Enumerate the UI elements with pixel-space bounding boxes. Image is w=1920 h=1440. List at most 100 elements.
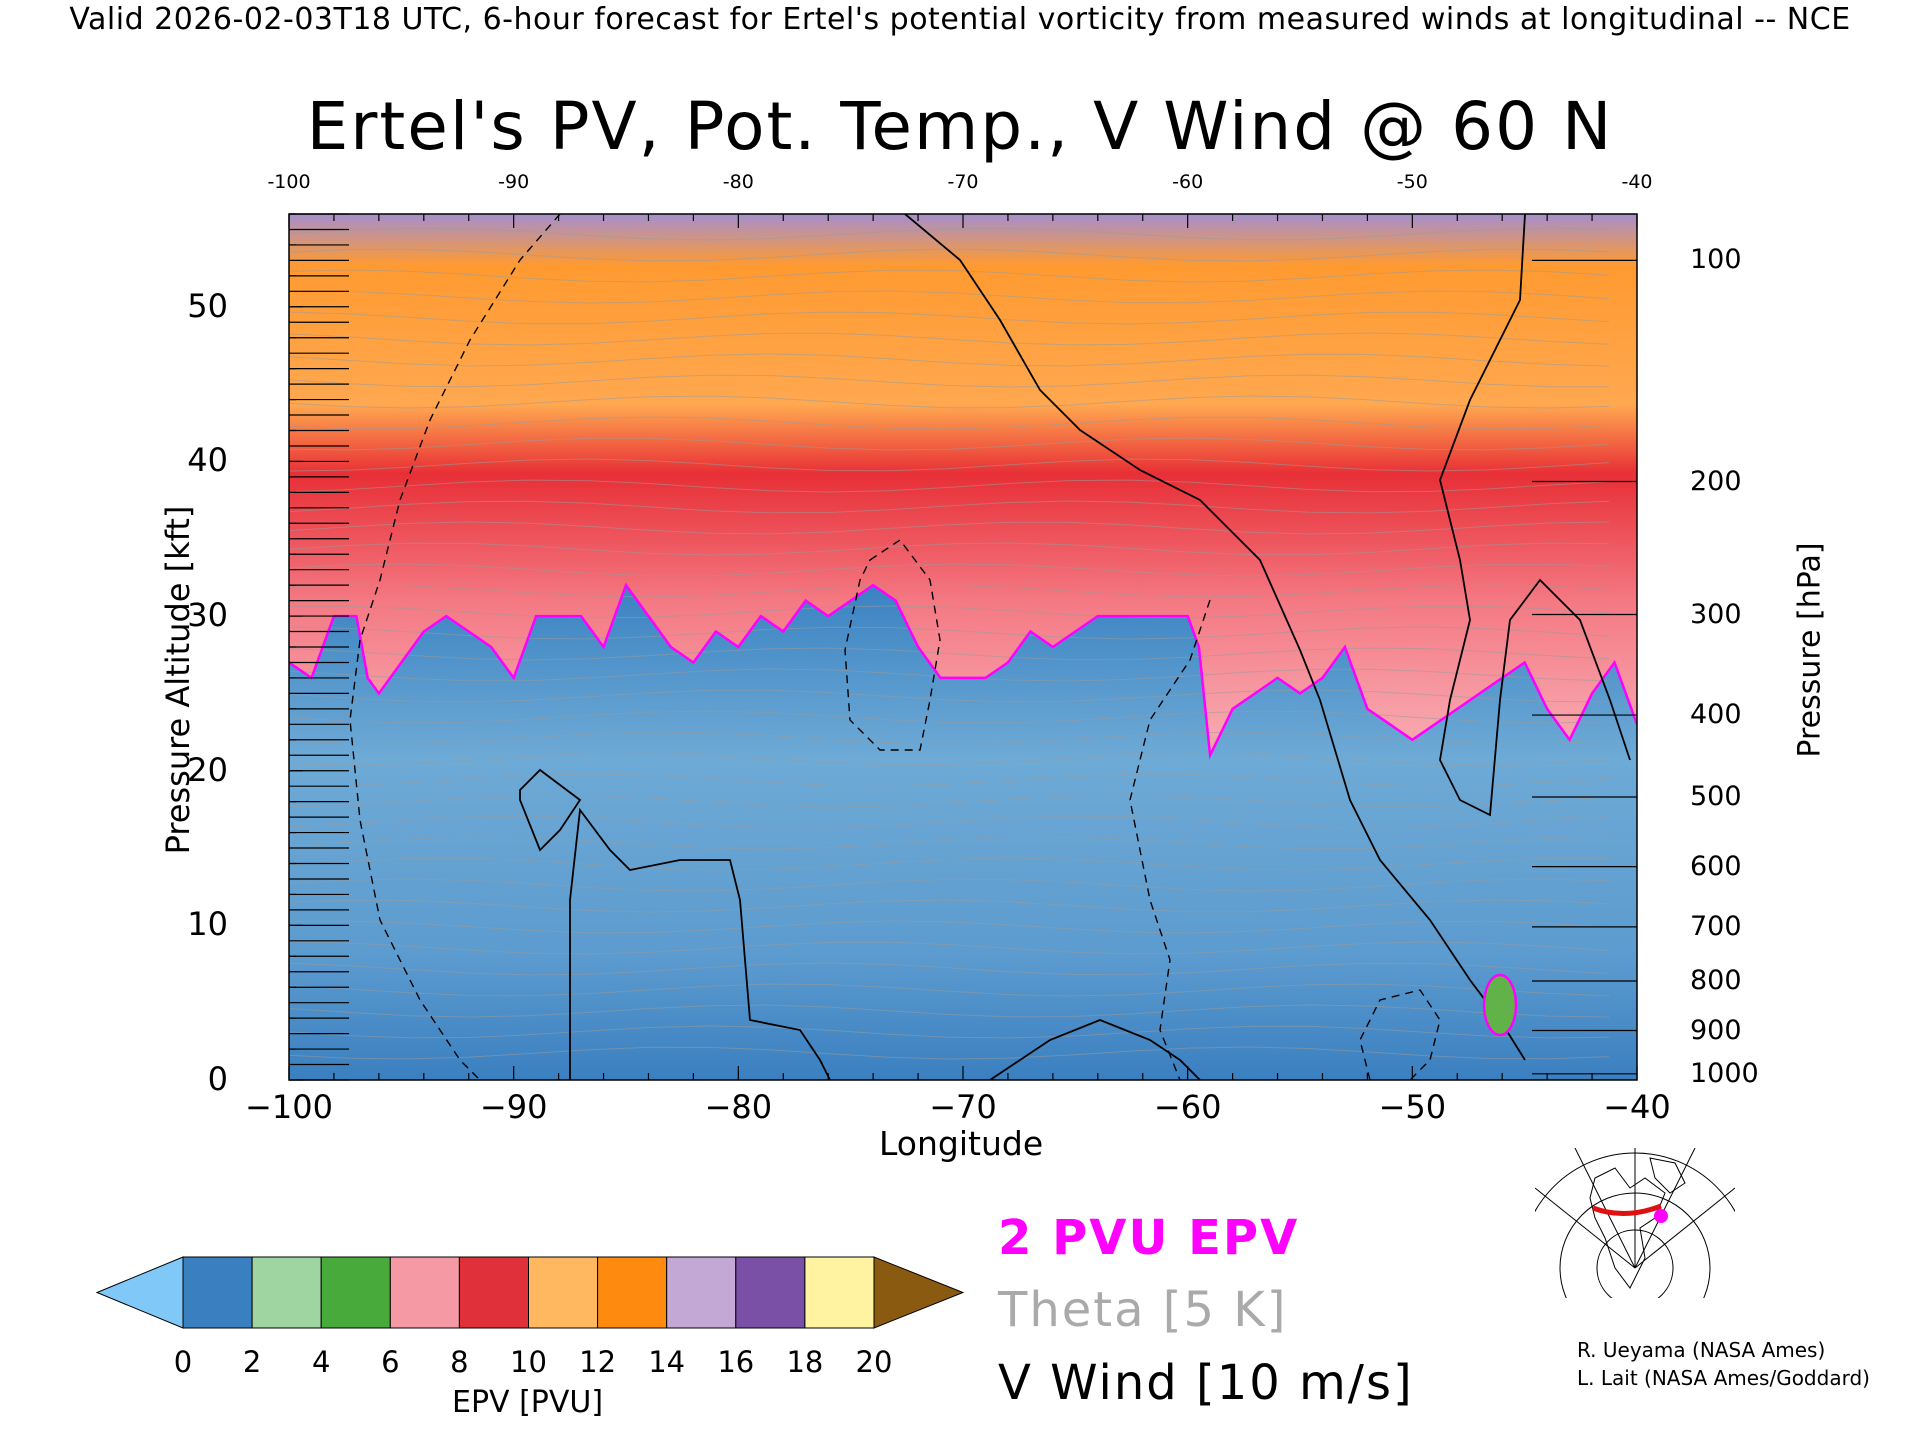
theta-line bbox=[289, 752, 1610, 766]
top-tick-label: -40 bbox=[1621, 171, 1653, 193]
theta-line bbox=[289, 815, 1610, 829]
pressure-tick-label: 800 bbox=[1690, 965, 1742, 997]
y-tick-label: 0 bbox=[207, 1060, 228, 1098]
theta-line bbox=[289, 563, 1610, 577]
y-tick-label: 50 bbox=[187, 286, 228, 325]
header-text: Valid 2026-02-03T18 UTC, 6-hour forecast… bbox=[69, 2, 1851, 37]
y-tick-label: 40 bbox=[187, 441, 228, 480]
vwind-contour-a bbox=[904, 214, 1526, 1061]
x-tick-label: −40 bbox=[1603, 1088, 1671, 1126]
vwind-contour-dashed-a bbox=[349, 214, 561, 1080]
theta-line bbox=[289, 647, 1610, 661]
colorbar-segment bbox=[804, 1256, 875, 1329]
theta-line bbox=[289, 1004, 1610, 1018]
theta-contours bbox=[289, 227, 1610, 1060]
y-tick-label: 10 bbox=[187, 905, 228, 944]
theta-line bbox=[289, 857, 1610, 871]
colorbar-segment bbox=[182, 1256, 253, 1329]
colorbar-segment bbox=[597, 1256, 668, 1329]
pressure-tick-label: 700 bbox=[1690, 910, 1742, 942]
theta-line bbox=[289, 899, 1610, 913]
vwind-contour-dashed-c bbox=[1129, 599, 1211, 1080]
colorbar-tick-label: 8 bbox=[450, 1345, 469, 1379]
pressure-tick-label: 300 bbox=[1690, 598, 1742, 630]
legend-vwind: V Wind [10 m/s] bbox=[998, 1355, 1414, 1411]
y-tick-label: 30 bbox=[187, 596, 228, 635]
theta-line bbox=[289, 395, 1610, 409]
credit-2: L. Lait (NASA Ames/Goddard) bbox=[1577, 1366, 1870, 1390]
pressure-tick-label: 100 bbox=[1690, 244, 1742, 276]
pressure-tick-label: 900 bbox=[1690, 1014, 1742, 1046]
vwind-contour-c bbox=[569, 807, 831, 1080]
theta-line bbox=[289, 227, 1610, 241]
x-tick-label: −70 bbox=[929, 1088, 997, 1126]
theta-line bbox=[289, 773, 1610, 787]
theta-line bbox=[289, 437, 1610, 451]
x-axis-label: Longitude bbox=[879, 1124, 1044, 1163]
theta-line bbox=[289, 836, 1610, 850]
theta-line bbox=[289, 290, 1610, 304]
colorbar-tick-label: 20 bbox=[855, 1345, 893, 1379]
theta-line bbox=[289, 479, 1610, 493]
top-tick-label: -90 bbox=[498, 171, 530, 193]
theta-line bbox=[289, 521, 1610, 535]
theta-line bbox=[289, 500, 1610, 514]
epv-2pvu-contour bbox=[289, 582, 1637, 760]
theta-line bbox=[289, 941, 1610, 955]
polar-locator-map bbox=[1535, 1148, 1735, 1298]
theta-line bbox=[289, 269, 1610, 283]
colorbar-tick-label: 0 bbox=[173, 1345, 193, 1379]
theta-line bbox=[289, 1025, 1610, 1039]
x-tick-label: −60 bbox=[1153, 1088, 1222, 1126]
top-tick-label: -100 bbox=[267, 171, 311, 193]
colorbar-tick-label: 2 bbox=[242, 1345, 262, 1379]
theta-line bbox=[289, 920, 1610, 934]
pressure-tick-label: 500 bbox=[1690, 781, 1742, 812]
x-tick-label: −50 bbox=[1378, 1088, 1447, 1126]
x-tick-label: −100 bbox=[245, 1088, 333, 1126]
colorbar-segment bbox=[251, 1256, 322, 1329]
theta-line bbox=[289, 374, 1609, 388]
colorbar-over-arrow bbox=[873, 1256, 965, 1329]
colorbar-segment bbox=[666, 1256, 737, 1329]
top-tick-label: -70 bbox=[947, 171, 979, 193]
credit-1: R. Ueyama (NASA Ames) bbox=[1577, 1338, 1826, 1362]
axis-ticks bbox=[288, 213, 1638, 1081]
theta-line bbox=[289, 1046, 1610, 1060]
legend-epv: 2 PVU EPV bbox=[998, 1210, 1300, 1266]
map-track bbox=[1592, 1203, 1662, 1217]
theta-line bbox=[289, 416, 1610, 430]
vwind-contour-e bbox=[989, 1019, 1201, 1080]
colorbar-segment bbox=[735, 1256, 806, 1329]
colorbar-segment bbox=[320, 1256, 391, 1329]
x-tick-label: −90 bbox=[479, 1088, 548, 1126]
pressure-tick-label: 1000 bbox=[1690, 1057, 1759, 1089]
theta-line bbox=[289, 983, 1610, 997]
colorbar-tick-label: 12 bbox=[579, 1345, 617, 1379]
colorbar-tick-label: 14 bbox=[648, 1345, 686, 1379]
theta-line bbox=[289, 878, 1610, 892]
vwind-contour-d bbox=[519, 768, 582, 852]
epv-island bbox=[1482, 973, 1518, 1037]
colorbar-segment bbox=[458, 1256, 529, 1329]
theta-line bbox=[289, 311, 1610, 325]
colorbar-tick-label: 4 bbox=[311, 1345, 331, 1379]
vwind-contour-dashed-d bbox=[1359, 989, 1441, 1080]
colorbar-tick-label: 18 bbox=[786, 1345, 824, 1379]
theta-line bbox=[289, 248, 1610, 262]
pressure-tick-label: 200 bbox=[1690, 465, 1742, 497]
colorbar-title: EPV [PVU] bbox=[452, 1385, 604, 1420]
pressure-tick-label: 400 bbox=[1690, 699, 1742, 731]
top-tick-label: -60 bbox=[1172, 171, 1204, 193]
colorbar-tick-label: 6 bbox=[381, 1345, 400, 1379]
map-point bbox=[1654, 1209, 1668, 1223]
colorbar-under-arrow bbox=[95, 1256, 184, 1329]
theta-line bbox=[289, 458, 1610, 472]
theta-line bbox=[289, 626, 1610, 640]
theta-line bbox=[289, 689, 1610, 703]
top-tick-label: -80 bbox=[722, 171, 754, 193]
colorbar-tick-label: 10 bbox=[510, 1345, 547, 1379]
theta-line bbox=[289, 584, 1610, 598]
